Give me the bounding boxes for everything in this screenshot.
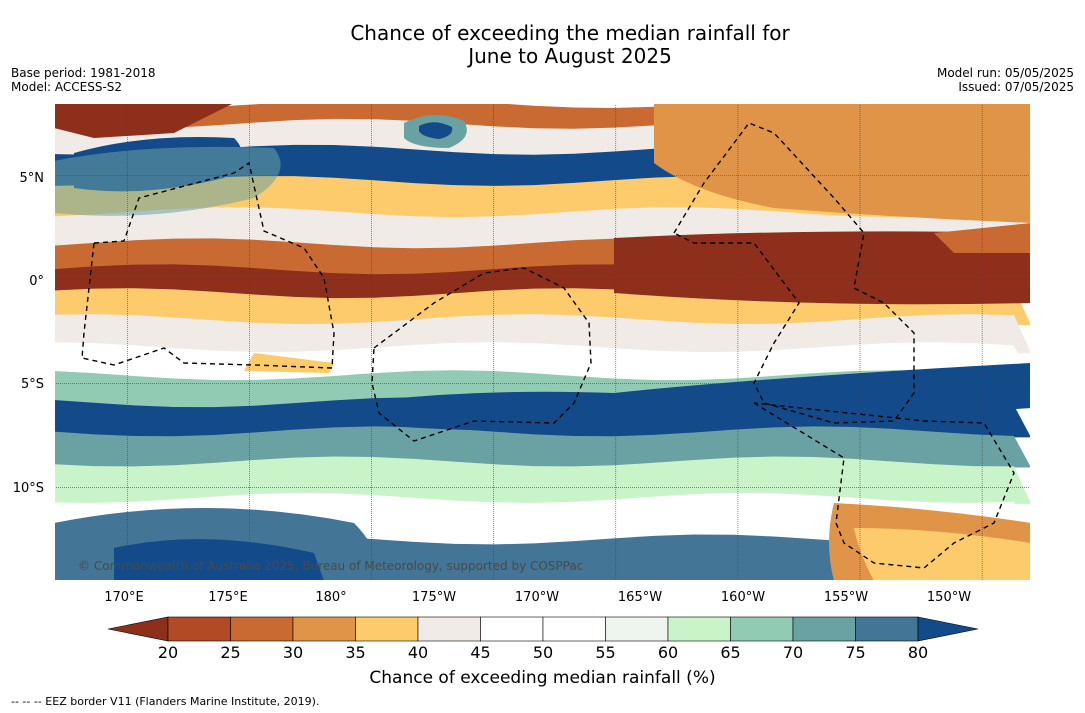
regional-anomalies (54, 103, 1031, 581)
lon-label-160w: 160°W (720, 590, 766, 605)
colorbar-tick-label: 80 (907, 643, 929, 662)
anomaly-equatorial-dry-east (614, 231, 1031, 305)
map-title: Chance of exceeding the median rainfall … (0, 22, 1085, 68)
colorbar (107, 616, 979, 642)
colorbar-tick-label: 35 (345, 643, 366, 662)
colorbar-low-extend (107, 616, 169, 642)
map-canvas (54, 103, 1031, 581)
lat-label-10s: 10°S (12, 481, 44, 496)
anomaly-north-core (419, 122, 453, 139)
map-frame (54, 103, 1031, 581)
title-line-1: Chance of exceeding the median rainfall … (350, 21, 790, 45)
base-period: Base period: 1981-2018 (11, 66, 156, 80)
lon-label-180: 180° (315, 590, 347, 605)
model-name: Model: ACCESS-S2 (11, 80, 123, 94)
colorbar-segments (107, 616, 979, 642)
eez-tuvalu-kiribati (81, 161, 335, 369)
eez-phoenix (371, 267, 592, 442)
colorbar-tick-label: 60 (657, 643, 679, 662)
colorbar-tick-label: 50 (532, 643, 554, 662)
anomaly-east-moderate (934, 223, 1031, 253)
copyright-notice: © Commonwealth of Australia 2025, Bureau… (78, 559, 584, 573)
colorbar-tick-label: 20 (157, 643, 179, 662)
eez-line-islands (673, 122, 915, 424)
colorbar-segment (605, 616, 669, 642)
graticule (54, 103, 1031, 581)
meta-left: Base period: 1981-2018 Model: ACCESS-S2 (11, 66, 156, 94)
colorbar-tick-label: 40 (407, 643, 429, 662)
anomaly-se-dry-edge (854, 528, 1031, 581)
lon-label-175w: 175°W (411, 590, 457, 605)
anomaly-nw-wet-edge (54, 146, 281, 216)
model-run: Model run: 05/05/2025 (936, 66, 1074, 80)
colorbar-tick-label: 25 (220, 643, 241, 662)
colorbar-segment (792, 616, 856, 642)
colorbar-segment (542, 616, 606, 642)
lat-label-5s: 5°S (20, 377, 44, 392)
lat-label-0: 0° (29, 274, 44, 289)
colorbar-tick-label: 65 (720, 643, 741, 662)
colorbar-tick-label: 70 (782, 643, 804, 662)
colorbar-segment (730, 616, 794, 642)
eez-borders (81, 122, 1015, 569)
rainfall-band (54, 288, 1031, 326)
rainfall-map (54, 103, 1031, 581)
title-line-2: June to August 2025 (468, 44, 672, 68)
colorbar-segment (167, 616, 231, 642)
colorbar-tick-label: 30 (282, 643, 304, 662)
colorbar-segment (292, 616, 356, 642)
meta-right: Model run: 05/05/2025 Issued: 07/05/2025 (937, 66, 1074, 94)
eez-footnote: -- -- -- EEZ border V11 (Flanders Marine… (11, 695, 320, 708)
colorbar-segment (480, 616, 544, 642)
lat-label-5n: 5°N (19, 171, 45, 186)
colorbar-label: Chance of exceeding median rainfall (%) (369, 668, 716, 688)
anomaly-ne-dry (654, 103, 1031, 223)
lon-label-175e: 175°E (208, 590, 248, 605)
lon-label-155w: 155°W (823, 590, 869, 605)
colorbar-segment (855, 616, 919, 642)
anomaly-nw-dry (54, 103, 234, 138)
lon-label-170e: 170°E (104, 590, 144, 605)
issued-date: Issued: 07/05/2025 (958, 80, 1074, 94)
colorbar-high-extend (917, 616, 979, 642)
eez-south-east (753, 402, 1015, 569)
colorbar-segment (417, 616, 481, 642)
colorbar-segment (355, 616, 419, 642)
colorbar-segment (667, 616, 731, 642)
rainfall-band (54, 314, 1031, 354)
anomaly-sw-core (114, 539, 324, 581)
lon-label-170w: 170°W (514, 590, 560, 605)
rainfall-band (54, 456, 1031, 504)
anomaly-small-dry (244, 353, 334, 373)
colorbar-tick-label: 75 (845, 643, 866, 662)
colorbar-segment (230, 616, 294, 642)
lon-label-165w: 165°W (617, 590, 663, 605)
lon-label-150w: 150°W (926, 590, 972, 605)
colorbar-svg (107, 616, 979, 642)
colorbar-tick-label: 45 (470, 643, 491, 662)
colorbar-tick-label: 55 (595, 643, 616, 662)
